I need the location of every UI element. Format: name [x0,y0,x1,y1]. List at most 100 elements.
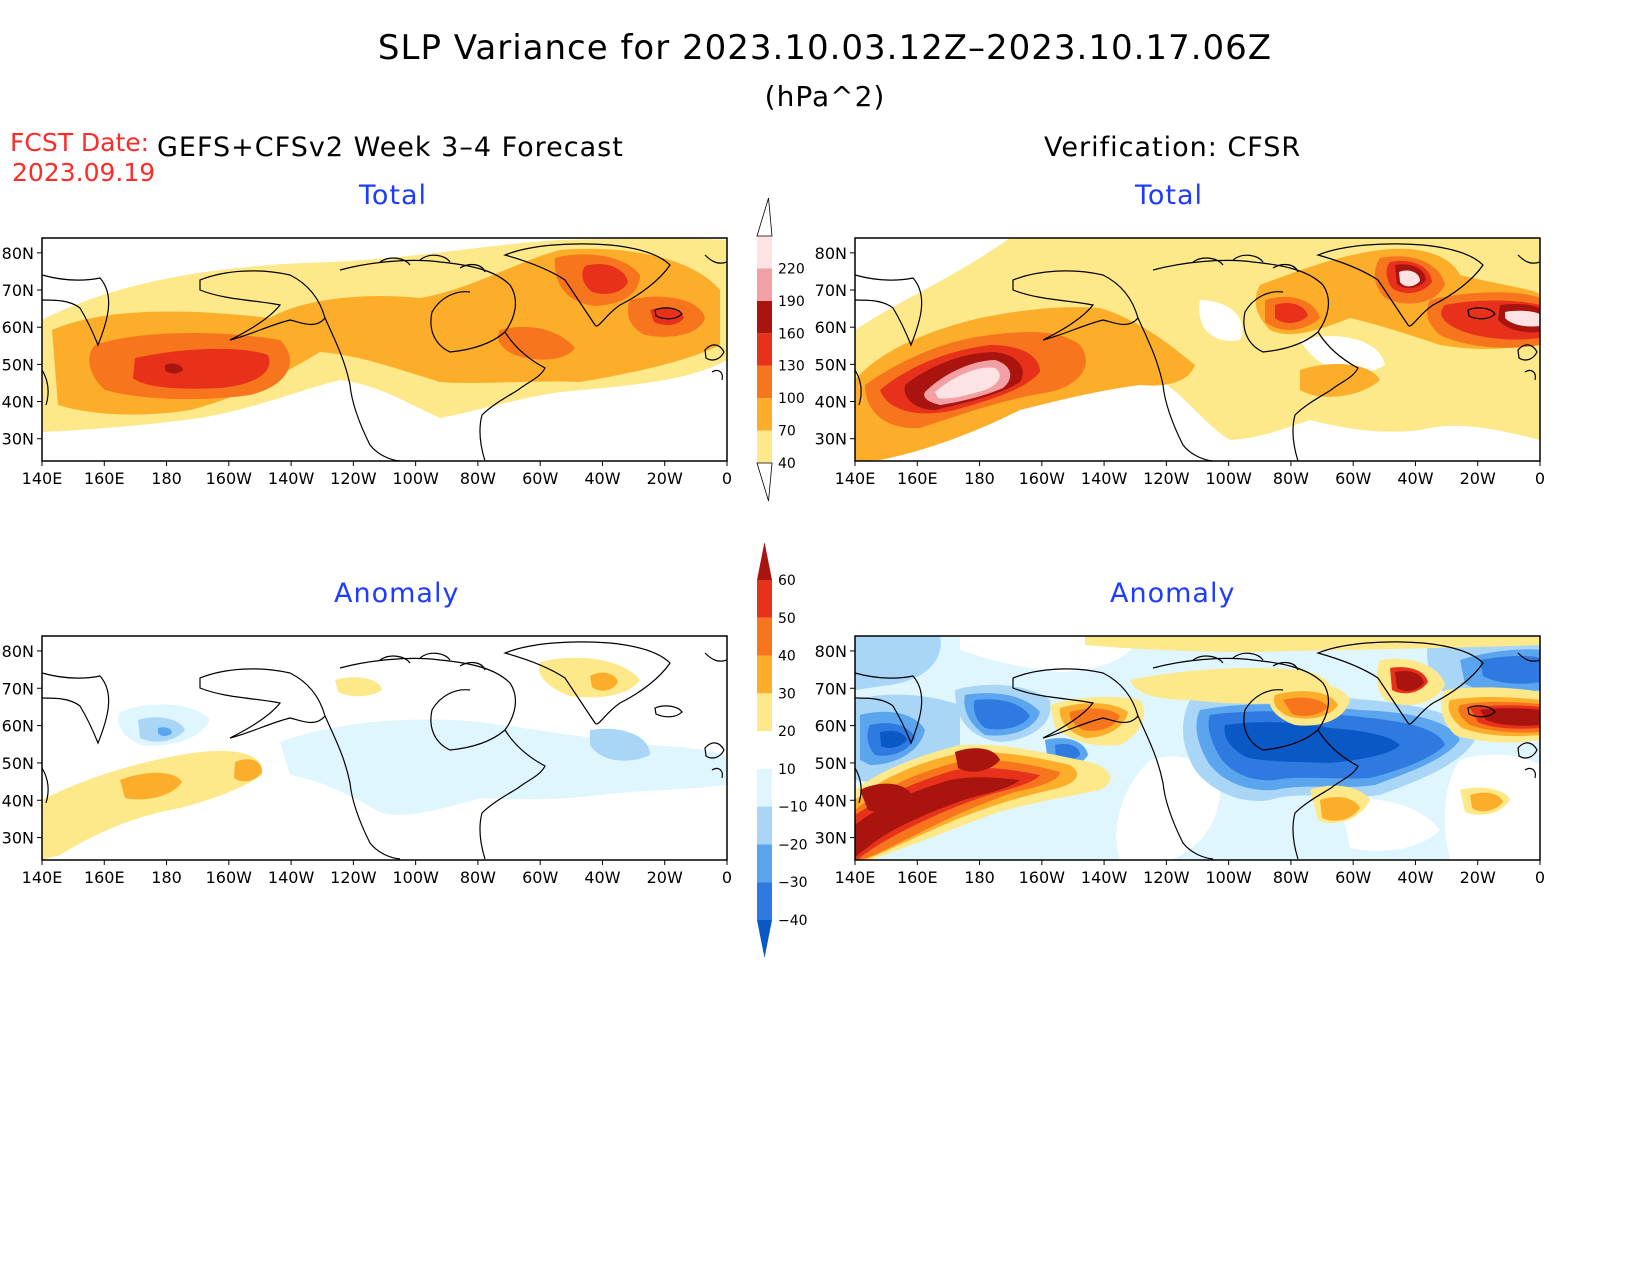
forecast-total-map [42,238,727,461]
verification-label: Verification: CFSR [1044,132,1302,163]
lon-tick-label: 20W [647,868,683,887]
colorbar-total-swatch [757,268,772,301]
panel-title-forecast-anomaly: Anomaly [334,578,460,609]
lat-tick-label: 30N [815,430,847,449]
lon-tick-label: 100W [392,469,439,488]
colorbar-anomaly-swatch [757,768,772,807]
lon-tick-label: 100W [1205,469,1252,488]
panel-title-verification-total: Total [1135,180,1204,211]
lon-tick-label: 140E [835,469,876,488]
colorbar-anomaly-swatch [757,806,772,845]
coastline-outline [41,243,728,462]
lat-tick-label: 40N [2,791,34,810]
lat-tick-label: 60N [815,717,847,736]
colorbar-total-swatch [757,430,772,463]
lon-tick-label: 160W [1019,469,1066,488]
lon-tick-label: 140W [1081,469,1128,488]
panel-title-verification-anomaly: Anomaly [1110,578,1236,609]
lon-tick-label: 120W [330,868,377,887]
lon-tick-label: 100W [1205,868,1252,887]
lon-tick-label: 100W [392,868,439,887]
lon-tick-label: 20W [1460,868,1496,887]
lat-tick-label: 40N [2,393,34,412]
lon-tick-label: 80W [1273,469,1309,488]
units-label: (hPa^2) [764,80,886,113]
lon-tick-label: 140E [22,469,63,488]
lon-tick-label: 140E [22,868,63,887]
forecast-anomaly-map [42,636,727,860]
lat-tick-label: 50N [2,754,34,773]
colorbar-anomaly: 60 50 40 30 20 10 −10 −20 −30 −40 [757,542,808,958]
lon-tick-label: 80W [1273,868,1309,887]
lon-tick-label: 160E [897,469,938,488]
colorbar-total-label: 130 [778,359,805,375]
colorbar-anomaly-label: 30 [778,686,796,702]
fcst-date-label: FCST Date: [10,128,150,157]
figure-title: SLP Variance for 2023.10.03.12Z–2023.10.… [377,28,1273,68]
lon-tick-label: 40W [1397,469,1433,488]
lon-tick-label: 0 [1535,469,1545,488]
lon-tick-label: 160W [206,469,253,488]
lon-tick-label: 180 [964,469,995,488]
forecast-anomaly-frame [41,635,728,861]
colorbar-anomaly-label: −10 [778,800,808,816]
forecast-model-label: GEFS+CFSv2 Week 3–4 Forecast [157,132,624,163]
colorbar-total-label: 40 [778,456,796,472]
colorbar-anomaly-swatch [757,693,772,732]
colorbar-total-bottom-arrow [756,462,773,502]
lon-tick-label: 120W [1143,469,1190,488]
lat-tick-label: 50N [815,754,847,773]
lat-tick-label: 80N [815,244,847,263]
lon-tick-label: 160W [206,868,253,887]
colorbar-anomaly-bottom-arrow [757,920,772,958]
colorbar-anomaly-swatch [757,580,772,618]
lon-tick-label: 140E [835,868,876,887]
lon-tick-label: 0 [722,469,732,488]
colorbar-anomaly-label: 10 [778,762,796,778]
lat-tick-label: 40N [815,791,847,810]
lat-tick-label: 60N [815,318,847,337]
lat-tick-label: 70N [815,281,847,300]
colorbar-total-top-arrow [756,197,773,237]
verification-total-map [855,238,1540,461]
colorbar-total-label: 190 [778,294,805,310]
lat-tick-label: 70N [2,679,34,698]
colorbar-anomaly-swatch [757,882,772,920]
lat-tick-label: 30N [2,829,34,848]
lon-tick-label: 40W [584,868,620,887]
lon-tick-label: 60W [1335,469,1371,488]
colorbar-total-swatch [757,300,772,334]
fcst-date-value: 2023.09.19 [12,158,156,187]
colorbar-total-swatch [757,333,772,366]
lat-tick-label: 60N [2,717,34,736]
panel-title-forecast-total: Total [359,180,428,211]
lon-tick-label: 180 [151,469,182,488]
lat-tick-label: 40N [815,393,847,412]
lon-tick-label: 140W [1081,868,1128,887]
colorbar-anomaly-top-arrow [757,542,772,580]
lat-tick-label: 50N [815,355,847,374]
lon-tick-label: 160E [897,868,938,887]
colorbar-total-label: 70 [778,424,796,440]
colorbar-total-swatch [757,398,772,431]
colorbar-total-label: 100 [778,391,805,407]
colorbar-total-swatch [757,236,772,269]
colorbar-anomaly-label: 40 [778,649,796,665]
colorbar-total-swatch [757,365,772,399]
colorbar-anomaly-label: −40 [778,913,808,929]
lon-tick-label: 0 [1535,868,1545,887]
lat-tick-label: 80N [2,642,34,661]
lon-tick-label: 40W [1397,868,1433,887]
lon-tick-label: 60W [522,469,558,488]
lat-tick-label: 70N [2,281,34,300]
axis-labels: 80N 70N 60N 50N 40N 30N 140E 160E 180 160W 140W 120… [2,244,1545,887]
lat-tick-label: 80N [2,244,34,263]
colorbar-anomaly-swatch [757,617,772,656]
lat-tick-label: 50N [2,355,34,374]
lon-tick-label: 20W [1460,469,1496,488]
lat-tick-label: 70N [815,679,847,698]
lon-tick-label: 20W [647,469,683,488]
lon-tick-label: 60W [522,868,558,887]
colorbar-total-label: 220 [778,261,805,277]
